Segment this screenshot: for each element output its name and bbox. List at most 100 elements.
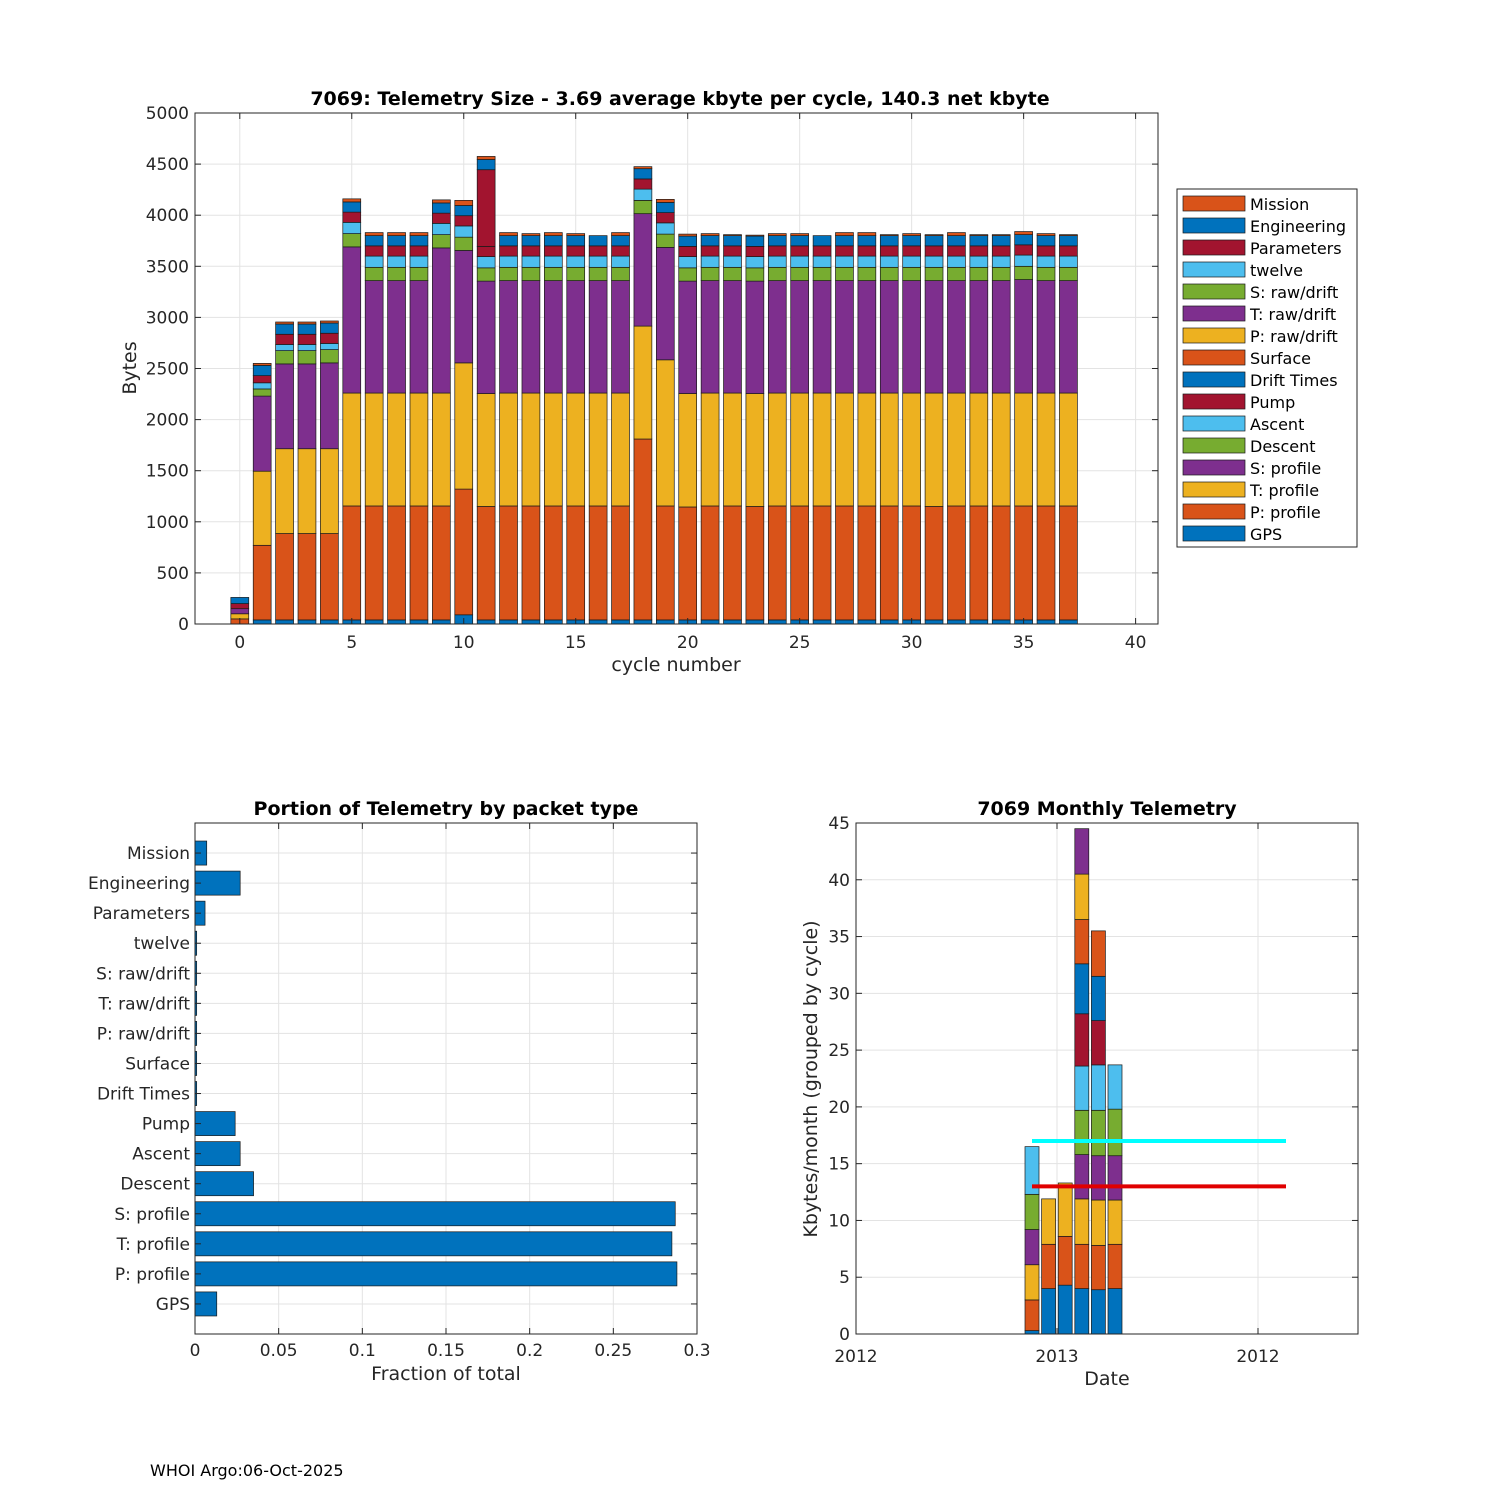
bar-segment [745,234,765,237]
category-label: Descent [120,1175,190,1195]
y-tick-label: 3000 [146,308,189,328]
category-label: T: profile [116,1235,190,1255]
bar-segment [476,169,496,247]
bar-segment [1036,280,1056,394]
portion-bar [194,1201,676,1227]
legend-swatch [1182,239,1246,256]
monthly-bar-segment [1091,1199,1106,1246]
monthly-bar-segment [1024,1264,1040,1301]
legend-swatch [1182,459,1246,476]
bar-segment [767,233,787,236]
bar-segment [521,266,541,281]
legend-swatch [1182,437,1246,454]
x-tick-label: 0.05 [260,1341,298,1361]
category-label: P: profile [115,1265,190,1285]
bar-segment [1059,505,1078,621]
x-tick-label: 30 [901,633,923,653]
bar-segment [991,505,1011,621]
bar-segment [879,245,899,257]
bar-segment [409,505,429,621]
bar-segment [700,233,720,236]
bar-segment [320,349,339,364]
bar-segment [947,232,966,236]
monthly-bar-segment [1074,1109,1090,1155]
x-tick-label: 25 [789,633,811,653]
monthly-bar-segment [1074,873,1090,920]
bar-segment [544,235,563,247]
bar-segment [879,505,899,621]
bar-segment [991,255,1011,268]
category-label: P: raw/drift [97,1024,191,1044]
bar-segment [1059,280,1078,394]
bar-segment [588,619,608,625]
bar-segment [454,250,474,364]
bar-segment [700,235,720,247]
bar-segment [1014,234,1033,246]
monthly-bar-segment [1074,1198,1090,1245]
category-label: S: raw/drift [96,964,190,984]
bar-segment [767,619,787,625]
bar-segment [454,488,474,616]
bar-segment [857,619,877,625]
bar-segment [879,235,899,247]
x-tick-label: 0 [190,1341,201,1361]
bar-segment [409,245,429,257]
bar-segment [924,506,944,621]
bar-segment [499,245,518,257]
bar-segment [499,266,518,281]
portion-by-packet-chart: 0 0.05 0.1 0.15 0.2 0.25 0.3 GPS P: profile T: pr… [88,798,711,1385]
portion-bar [194,1261,678,1287]
bar-segment [633,619,653,625]
bar-segment [499,235,518,247]
bar-segment [320,619,339,625]
bar-segment [924,619,944,625]
bar-segment [991,234,1011,236]
bar-segment [723,505,742,621]
bar-segment [544,232,563,236]
bar-segment [812,245,832,257]
y-tick-label: 25 [828,1041,850,1061]
bar-segment [723,234,742,236]
legend-swatch [1182,327,1246,344]
bar-segment [297,344,317,351]
bar-segment [364,232,384,236]
bar-segment [1014,265,1033,280]
bar-segment [252,363,272,366]
bar-segment [1014,231,1033,235]
bar-segment [879,234,899,236]
y-tick-label: 0 [178,615,189,635]
bar-segment [969,619,989,625]
bar-segment [275,619,294,625]
bar-segment [969,505,989,621]
monthly-bar-segment [1091,1245,1106,1291]
bar-segment [633,438,653,621]
bar-segment [723,619,742,625]
y-tick-label: 0 [839,1325,850,1345]
legend-swatch [1182,261,1246,278]
bar-segment [767,255,787,268]
bar-segment [812,255,832,268]
monthly-bar-segment [1074,828,1090,875]
bar-segment [745,235,765,247]
bar-segment [611,392,630,507]
bar-segment [969,266,989,281]
bar-segment [364,255,384,268]
bar-segment [678,506,698,621]
bar-segment [790,255,809,268]
bar-segment [297,448,317,534]
bar-segment [476,159,496,171]
bar-segment [1014,244,1033,256]
bar-segment [812,266,832,281]
bar-segment [835,280,854,394]
bar-segment [790,280,809,394]
bar-segment [879,266,899,281]
bar-segment [655,202,675,213]
y-tick-label: 4000 [146,206,189,226]
bar-segment [409,392,429,507]
y-tick-label: 30 [828,984,850,1004]
category-label: Pump [142,1115,190,1135]
bar-segment [655,222,675,235]
bar-segment [476,256,496,269]
bar-segment [790,505,809,621]
bar-segment [476,506,496,621]
